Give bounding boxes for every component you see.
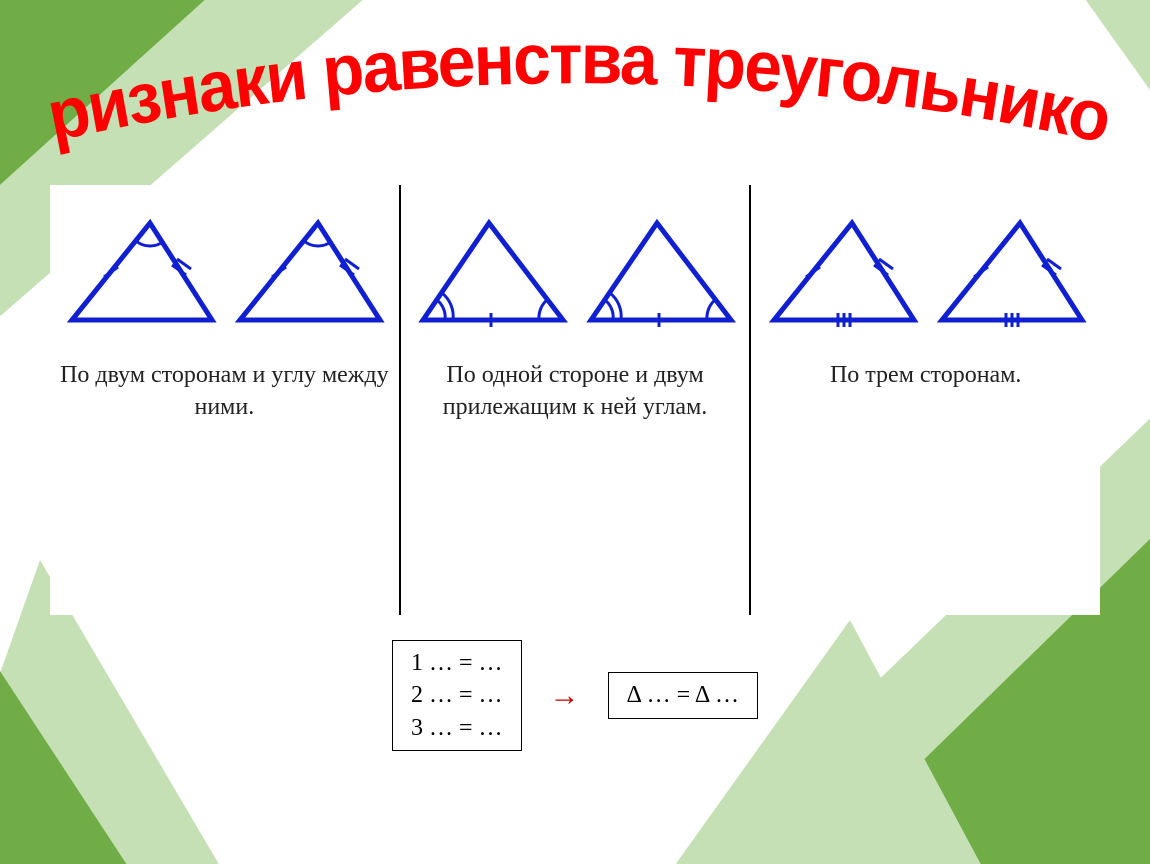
panel-asa: По одной стороне и двум прилежащим к ней… [399, 185, 750, 615]
triangle-asa-2 [579, 205, 739, 335]
triangle-sss-2 [930, 205, 1090, 335]
caption-sas: По двум сторонам и углу между ними. [56, 359, 393, 424]
triangle-sas-2 [228, 205, 388, 335]
premise-1: 1 … = … [411, 647, 503, 679]
conclusion-row: 1 … = … 2 … = … 3 … = … → Δ … = Δ … [0, 640, 1150, 751]
panel-sas: По двум сторонам и углу между ними. [50, 185, 399, 615]
triangle-sss-1 [762, 205, 922, 335]
conclusion-box: Δ … = Δ … [608, 672, 758, 718]
triangle-sas-1 [60, 205, 220, 335]
premise-2: 2 … = … [411, 679, 503, 711]
implies-arrow: → [550, 679, 580, 713]
panel-sss: По трем сторонам. [749, 185, 1100, 615]
page-title: Признаки равенства треугольников [0, 15, 1150, 145]
title-text: Признаки равенства треугольников [25, 15, 1116, 155]
triangle-asa-1 [411, 205, 571, 335]
premise-3: 3 … = … [411, 712, 503, 744]
premises-box: 1 … = … 2 … = … 3 … = … [392, 640, 522, 751]
caption-asa: По одной стороне и двум прилежащим к ней… [407, 359, 744, 424]
criteria-panels: По двум сторонам и углу между ними. [50, 185, 1100, 615]
svg-text:Признаки равенства треугольник: Признаки равенства треугольников [25, 15, 1116, 155]
caption-sss: По трем сторонам. [830, 359, 1021, 391]
